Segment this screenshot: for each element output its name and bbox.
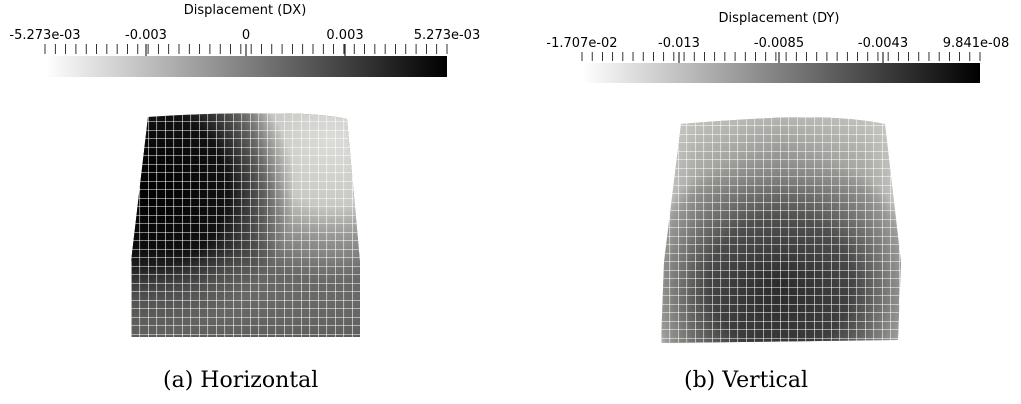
colorbar-tick-labels: -1.707e-02 -0.013 -0.0085 -0.0043 9.841e… xyxy=(546,36,1009,51)
panel-horizontal: Displacement (DX) -5.273e-03 -0.003 0 0.… xyxy=(0,0,510,404)
deformed-mesh-horizontal xyxy=(131,113,360,337)
tick-label: 0 xyxy=(242,28,250,43)
caption-vertical: (b) Vertical xyxy=(684,368,808,393)
tick-label: -5.273e-03 xyxy=(9,28,80,43)
tick-label: -0.003 xyxy=(125,28,167,43)
caption-horizontal: (a) Horizontal xyxy=(163,368,319,393)
horizontal-figure: Displacement (DX) -5.273e-03 -0.003 0 0.… xyxy=(9,3,480,337)
colorbar-gradient xyxy=(582,63,980,83)
colorbar-ticks xyxy=(581,52,981,69)
colorbar-title: Displacement (DX) xyxy=(184,3,307,18)
colorbar-tick-labels: -5.273e-03 -0.003 0 0.003 5.273e-03 xyxy=(9,28,480,43)
deformed-mesh-vertical xyxy=(661,117,901,343)
tick-label: -0.013 xyxy=(658,36,700,51)
tick-label: 0.003 xyxy=(326,28,363,43)
colorbar-gradient xyxy=(45,56,447,77)
vertical-figure: Displacement (DY) -1.707e-02 -0.013 -0.0… xyxy=(546,11,1009,343)
panel-vertical: Displacement (DY) -1.707e-02 -0.013 -0.0… xyxy=(511,0,1021,404)
tick-label: -0.0085 xyxy=(754,36,804,51)
tick-label: 9.841e-08 xyxy=(943,36,1009,51)
tick-label: 5.273e-03 xyxy=(414,28,480,43)
tick-label: -0.0043 xyxy=(858,36,908,51)
colorbar-title: Displacement (DY) xyxy=(719,11,840,26)
tick-label: -1.707e-02 xyxy=(546,36,617,51)
